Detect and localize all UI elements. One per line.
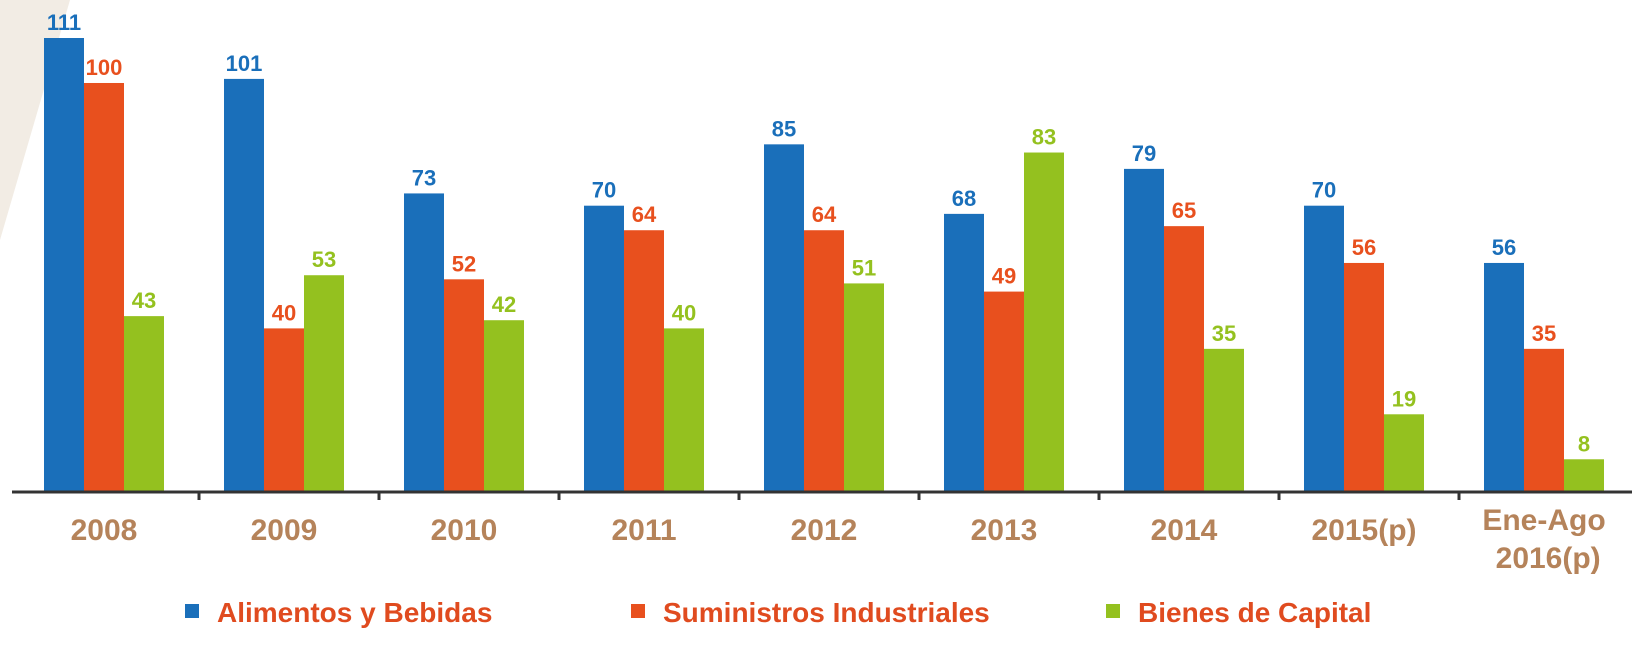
bar [1384, 414, 1424, 492]
legend-swatch [185, 604, 199, 618]
value-label: 100 [86, 55, 123, 80]
legend-swatch [1106, 604, 1120, 618]
bar [124, 316, 164, 492]
legend-label: Suministros Industriales [663, 597, 990, 628]
bar [44, 38, 84, 492]
x-tick-label: 2013 [971, 514, 1038, 547]
bar [1304, 205, 1344, 492]
value-label: 51 [852, 255, 876, 280]
value-label: 40 [672, 300, 696, 325]
bar [584, 205, 624, 492]
x-tick-label: 2009 [251, 514, 318, 547]
legend-label: Alimentos y Bebidas [217, 597, 492, 628]
x-tick-label: Ene-Ago 2016(p) [1482, 504, 1605, 575]
value-label: 52 [452, 251, 476, 276]
value-label: 65 [1172, 198, 1196, 223]
value-label: 101 [226, 51, 263, 76]
value-label: 70 [1312, 178, 1336, 203]
bar [844, 283, 884, 492]
value-label: 56 [1492, 235, 1516, 260]
value-label: 43 [132, 288, 156, 313]
x-tick-label: 2014 [1151, 514, 1218, 547]
legend-label: Bienes de Capital [1138, 597, 1371, 628]
bar [1204, 348, 1244, 492]
value-label: 8 [1578, 431, 1590, 456]
bar [404, 193, 444, 493]
bar [1564, 459, 1604, 492]
value-label: 85 [772, 116, 796, 141]
value-label: 83 [1032, 125, 1056, 150]
value-label: 40 [272, 300, 296, 325]
value-label: 64 [632, 202, 657, 227]
value-label: 79 [1132, 141, 1156, 166]
value-label: 53 [312, 247, 336, 272]
bar [1484, 262, 1524, 492]
x-tick-label: 2015(p) [1311, 514, 1416, 547]
value-label: 42 [492, 292, 516, 317]
bar [1024, 152, 1064, 492]
value-label: 35 [1212, 321, 1236, 346]
bar [224, 78, 264, 492]
bar [624, 230, 664, 492]
value-label: 70 [592, 178, 616, 203]
bar [944, 213, 984, 492]
value-label: 73 [412, 165, 436, 190]
bar [1344, 262, 1384, 492]
bar [804, 230, 844, 492]
x-tick-label: 2011 [611, 514, 676, 547]
x-tick-label: 2008 [71, 514, 138, 547]
x-tick-label: 2012 [791, 514, 858, 547]
value-label: 56 [1352, 235, 1376, 260]
bar [484, 320, 524, 492]
value-label: 64 [812, 202, 837, 227]
value-label: 35 [1532, 321, 1556, 346]
value-label: 68 [952, 186, 976, 211]
bar [984, 291, 1024, 492]
value-label: 49 [992, 264, 1016, 289]
bar [84, 82, 124, 492]
bar [764, 144, 804, 492]
bar [264, 328, 304, 492]
x-tick-label: 2010 [431, 514, 498, 547]
legend-swatch [631, 604, 645, 618]
bar [444, 279, 484, 492]
bar [304, 275, 344, 492]
bar [1164, 226, 1204, 492]
bar [1124, 168, 1164, 493]
bar [664, 328, 704, 492]
value-label: 19 [1392, 386, 1416, 411]
value-label: 111 [47, 10, 81, 35]
bar [1524, 348, 1564, 492]
